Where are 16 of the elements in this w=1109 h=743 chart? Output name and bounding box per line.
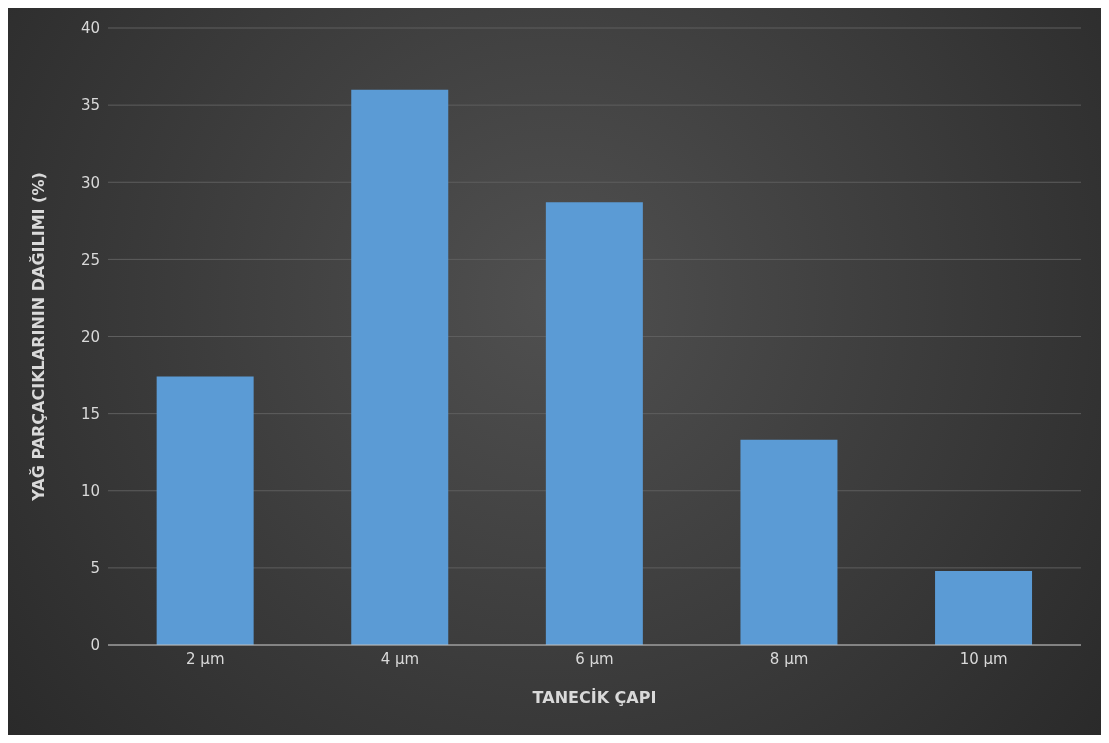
y-tick-label: 30	[80, 173, 100, 192]
y-tick-label: 35	[80, 96, 100, 115]
y-tick-label: 5	[90, 559, 100, 578]
y-tick-label: 15	[80, 404, 100, 423]
y-axis-title: YAĞ PARÇACIKLARININ DAĞILIMI (%)	[28, 172, 48, 502]
x-tick-label: 4 µm	[380, 649, 420, 668]
x-tick-label: 6 µm	[575, 649, 614, 668]
y-tick-label: 25	[80, 250, 100, 269]
y-tick-label: 20	[80, 327, 100, 346]
x-tick-label: 10 µm	[959, 649, 1008, 668]
x-tick-label: 2 µm	[186, 649, 225, 668]
y-tick-label: 40	[80, 19, 100, 38]
y-tick-label: 0	[90, 636, 100, 655]
y-tick-label: 10	[80, 482, 100, 501]
x-tick-label: 8 µm	[769, 649, 809, 668]
x-axis-title: TANECİK ÇAPI	[532, 688, 657, 707]
